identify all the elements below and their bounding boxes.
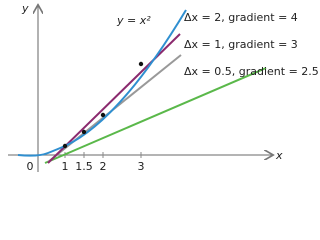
secant-line — [44, 67, 267, 164]
point — [81, 129, 87, 135]
tick-label: 0 — [27, 160, 34, 173]
curve — [17, 9, 187, 157]
axis-label: y — [21, 2, 29, 15]
point — [100, 112, 106, 118]
tick-label: 1 — [62, 160, 69, 173]
axis-label: x — [275, 149, 283, 162]
line-label: Δx = 0.5, gradient = 2.5 — [184, 65, 319, 78]
tick-label: 1.5 — [75, 160, 93, 173]
curve-label: y = x² — [116, 14, 151, 27]
diagram: y x 0 1 1.5 2 3 y = x² Δx = 2, gradient … — [8, 2, 319, 173]
tick-label: 2 — [100, 160, 107, 173]
line-label: Δx = 1, gradient = 3 — [184, 38, 298, 51]
secant-line — [47, 33, 181, 164]
tick-label: 3 — [138, 160, 145, 173]
line-label: Δx = 2, gradient = 4 — [184, 11, 298, 24]
point — [62, 143, 68, 149]
point — [138, 61, 144, 67]
page: {"axes": {"x_label": "x", "y_label": "y"… — [8, 2, 319, 173]
